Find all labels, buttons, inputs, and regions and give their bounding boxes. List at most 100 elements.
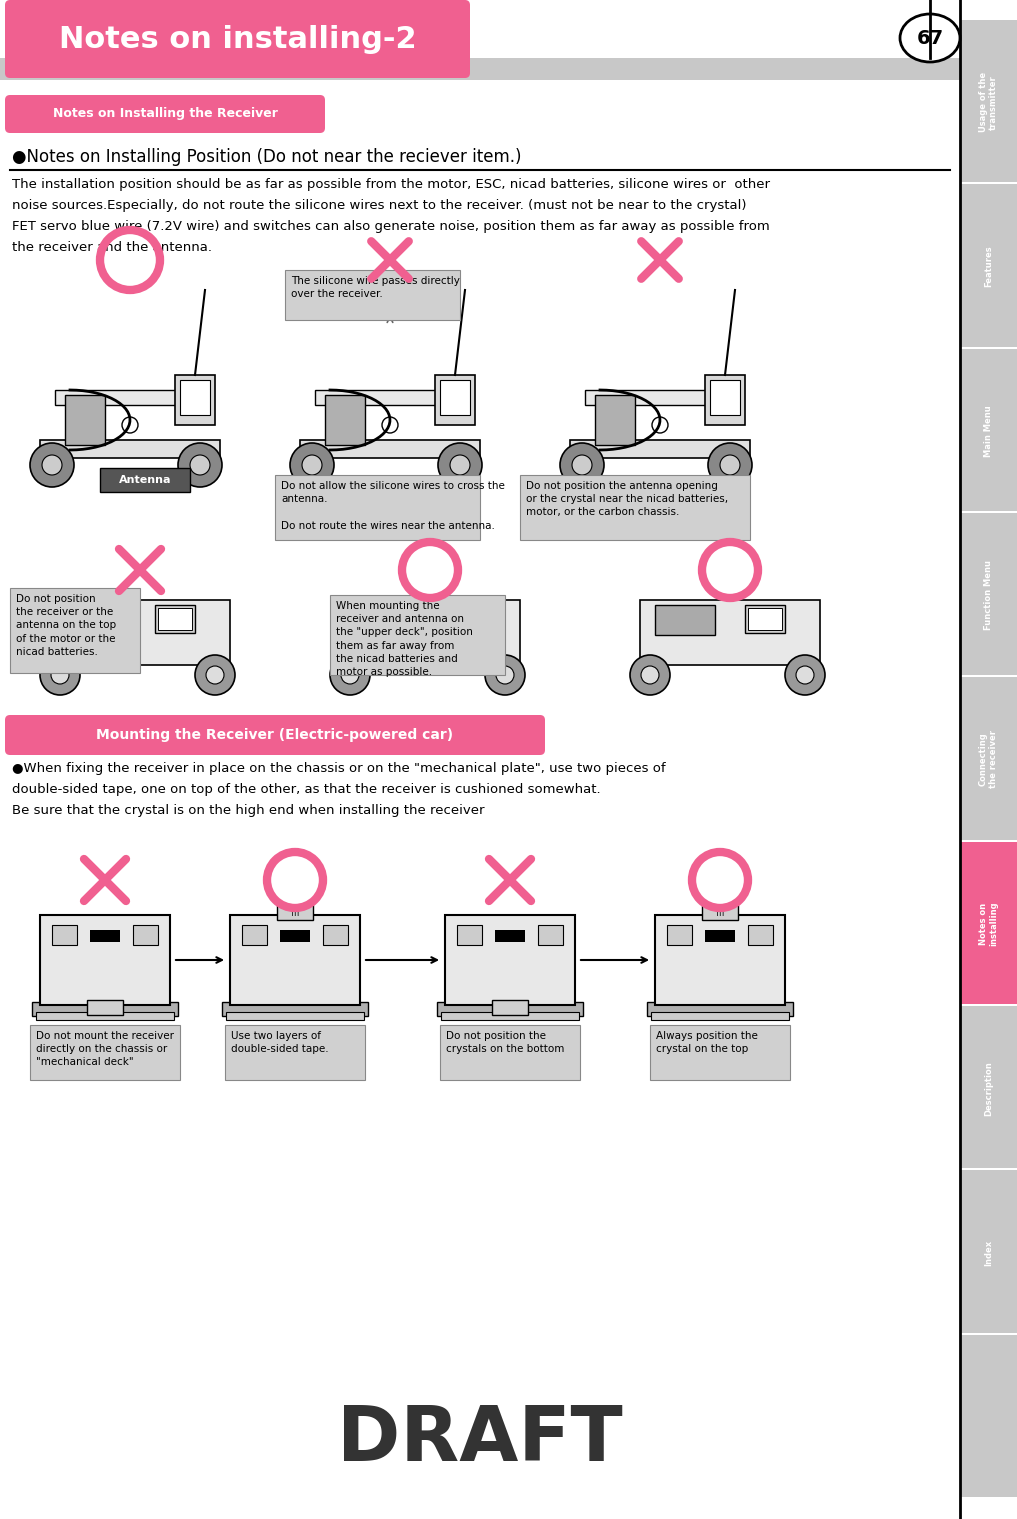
Circle shape bbox=[630, 655, 670, 696]
Bar bbox=[705, 930, 735, 942]
Text: Do not position the antenna opening
or the crystal near the nicad batteries,
mot: Do not position the antenna opening or t… bbox=[526, 482, 728, 518]
Circle shape bbox=[42, 456, 62, 475]
Bar bbox=[441, 1012, 579, 1019]
Text: The silicone wire passes directly
over the receiver.: The silicone wire passes directly over t… bbox=[291, 276, 460, 299]
Circle shape bbox=[29, 444, 74, 488]
Bar bbox=[585, 390, 730, 406]
Bar bbox=[655, 605, 715, 635]
Text: Features: Features bbox=[984, 246, 993, 287]
Bar bbox=[495, 930, 525, 942]
Bar bbox=[225, 1025, 365, 1080]
Circle shape bbox=[40, 655, 80, 696]
Circle shape bbox=[796, 665, 814, 684]
Bar bbox=[36, 1012, 174, 1019]
Circle shape bbox=[450, 456, 470, 475]
Circle shape bbox=[51, 665, 69, 684]
Bar bbox=[440, 1025, 580, 1080]
Bar bbox=[448, 608, 482, 630]
Bar bbox=[650, 1025, 790, 1080]
Bar bbox=[65, 605, 125, 635]
Text: Antenna: Antenna bbox=[119, 475, 171, 485]
Bar bbox=[595, 395, 635, 445]
Bar bbox=[538, 925, 563, 945]
Bar bbox=[323, 925, 348, 945]
Text: Do not mount the receiver
directly on the chassis or
"mechanical deck": Do not mount the receiver directly on th… bbox=[36, 1031, 174, 1068]
Bar bbox=[570, 441, 750, 459]
Text: Description: Description bbox=[984, 1060, 993, 1115]
Text: Connecting
the receiver: Connecting the receiver bbox=[978, 731, 999, 788]
Circle shape bbox=[708, 444, 752, 488]
Bar bbox=[710, 380, 740, 415]
Bar bbox=[960, 677, 1017, 840]
Bar bbox=[640, 600, 820, 665]
Bar bbox=[667, 925, 692, 945]
Bar bbox=[222, 1003, 368, 1016]
Text: Notes on
installing: Notes on installing bbox=[978, 901, 999, 946]
Text: Always position the
crystal on the top: Always position the crystal on the top bbox=[656, 1031, 758, 1054]
Bar bbox=[65, 395, 105, 445]
Bar bbox=[960, 349, 1017, 510]
Bar bbox=[40, 914, 170, 1006]
Circle shape bbox=[560, 444, 604, 488]
Circle shape bbox=[485, 655, 525, 696]
Bar bbox=[960, 842, 1017, 1004]
Bar bbox=[960, 1006, 1017, 1168]
Text: Notes on installing-2: Notes on installing-2 bbox=[59, 24, 416, 53]
Text: Do not allow the silicone wires to cross the
antenna.

Do not route the wires ne: Do not allow the silicone wires to cross… bbox=[281, 482, 504, 530]
Text: Usage of the
transmitter: Usage of the transmitter bbox=[978, 71, 999, 132]
Bar bbox=[960, 1335, 1017, 1498]
Bar bbox=[340, 600, 520, 665]
Bar bbox=[315, 390, 460, 406]
Text: Mounting the Receiver (Electric-powered car): Mounting the Receiver (Electric-powered … bbox=[97, 728, 454, 741]
Circle shape bbox=[178, 444, 222, 488]
Bar bbox=[158, 608, 192, 630]
Bar bbox=[175, 375, 215, 425]
Text: 67: 67 bbox=[916, 29, 944, 47]
Bar bbox=[435, 375, 475, 425]
Bar bbox=[705, 375, 745, 425]
Bar bbox=[50, 600, 230, 665]
Bar bbox=[300, 441, 480, 459]
Bar bbox=[960, 513, 1017, 676]
Text: ●When fixing the receiver in place on the chassis or on the "mechanical plate", : ●When fixing the receiver in place on th… bbox=[12, 763, 665, 817]
Bar bbox=[155, 605, 195, 633]
Bar bbox=[230, 914, 360, 1006]
Bar bbox=[440, 380, 470, 415]
Text: Use two layers of
double-sided tape.: Use two layers of double-sided tape. bbox=[231, 1031, 328, 1054]
Bar bbox=[89, 930, 120, 942]
Bar bbox=[960, 184, 1017, 346]
Circle shape bbox=[572, 456, 592, 475]
Circle shape bbox=[382, 418, 398, 433]
Text: DRAFT: DRAFT bbox=[338, 1404, 622, 1476]
Bar bbox=[647, 1003, 793, 1016]
Bar bbox=[745, 605, 785, 633]
Bar bbox=[285, 270, 460, 321]
Circle shape bbox=[720, 456, 740, 475]
Bar bbox=[52, 925, 77, 945]
Text: |||: ||| bbox=[716, 907, 724, 916]
Bar bbox=[747, 608, 782, 630]
Text: Index: Index bbox=[984, 1240, 993, 1265]
Circle shape bbox=[785, 655, 825, 696]
Circle shape bbox=[206, 665, 224, 684]
Bar bbox=[55, 390, 200, 406]
Circle shape bbox=[195, 655, 235, 696]
Bar bbox=[960, 20, 1017, 182]
Text: Notes on Installing the Receiver: Notes on Installing the Receiver bbox=[53, 108, 278, 120]
Circle shape bbox=[652, 418, 668, 433]
Bar bbox=[10, 588, 140, 673]
Circle shape bbox=[302, 456, 322, 475]
Text: Do not position the
crystals on the bottom: Do not position the crystals on the bott… bbox=[446, 1031, 564, 1054]
Bar bbox=[492, 1000, 528, 1015]
Circle shape bbox=[496, 665, 514, 684]
Bar bbox=[277, 905, 313, 921]
Ellipse shape bbox=[900, 14, 960, 62]
Text: Main Menu: Main Menu bbox=[984, 406, 993, 457]
Bar bbox=[330, 595, 505, 674]
FancyBboxPatch shape bbox=[5, 96, 325, 134]
Bar bbox=[226, 1012, 364, 1019]
Bar bbox=[32, 1003, 178, 1016]
Bar bbox=[655, 914, 785, 1006]
Text: |||: ||| bbox=[291, 907, 299, 916]
Bar bbox=[457, 925, 482, 945]
